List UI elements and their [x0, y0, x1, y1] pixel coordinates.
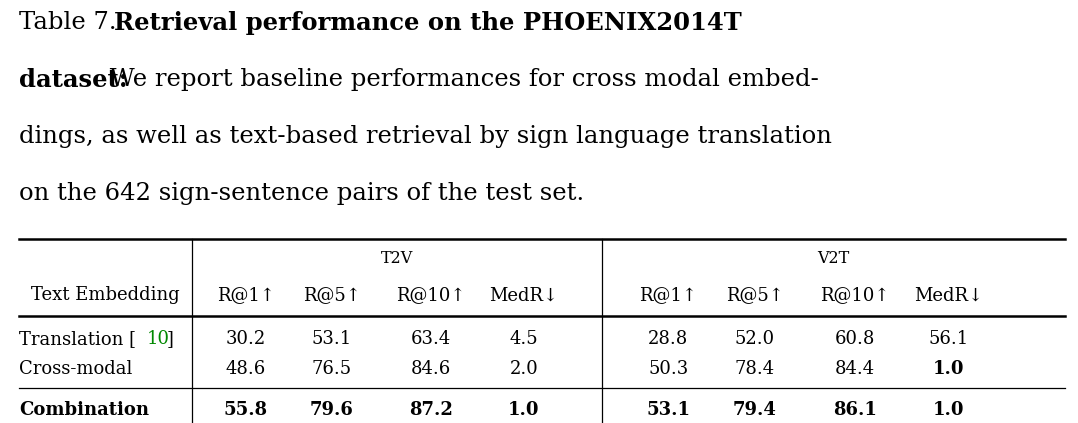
Text: Combination: Combination [19, 401, 150, 419]
Text: R@5↑: R@5↑ [725, 286, 784, 304]
Text: 1.0: 1.0 [932, 360, 965, 378]
Text: 50.3: 50.3 [648, 360, 689, 378]
Text: Table 7.: Table 7. [19, 11, 116, 33]
Text: 87.2: 87.2 [410, 401, 453, 419]
Text: MedR↓: MedR↓ [914, 286, 983, 304]
Text: 28.8: 28.8 [648, 330, 689, 348]
Text: MedR↓: MedR↓ [489, 286, 558, 304]
Text: R@1↑: R@1↑ [217, 286, 275, 304]
Text: dataset:: dataset: [19, 68, 128, 92]
Text: Text Embedding: Text Embedding [31, 286, 180, 304]
Text: 55.8: 55.8 [224, 401, 267, 419]
Text: 30.2: 30.2 [225, 330, 266, 348]
Text: 56.1: 56.1 [928, 330, 969, 348]
Text: dings, as well as text-based retrieval by sign language translation: dings, as well as text-based retrieval b… [19, 125, 832, 148]
Text: 79.4: 79.4 [733, 401, 776, 419]
Text: 52.0: 52.0 [734, 330, 775, 348]
Text: 78.4: 78.4 [734, 360, 775, 378]
Text: T2V: T2V [381, 250, 413, 267]
Text: R@1↑: R@1↑ [639, 286, 697, 304]
Text: Cross-modal: Cross-modal [19, 360, 133, 378]
Text: 79.6: 79.6 [310, 401, 354, 419]
Text: Translation [: Translation [ [19, 330, 137, 348]
Text: 4.5: 4.5 [510, 330, 538, 348]
Text: 53.1: 53.1 [312, 330, 353, 348]
Text: on the 642 sign-sentence pairs of the test set.: on the 642 sign-sentence pairs of the te… [19, 182, 584, 205]
Text: 1.0: 1.0 [508, 401, 540, 419]
Text: 86.1: 86.1 [833, 401, 876, 419]
Text: 53.1: 53.1 [647, 401, 690, 419]
Text: R@5↑: R@5↑ [303, 286, 361, 304]
Text: R@10↑: R@10↑ [820, 286, 889, 304]
Text: 10: 10 [147, 330, 169, 348]
Text: ]: ] [167, 330, 174, 348]
Text: 1.0: 1.0 [932, 401, 965, 419]
Text: Retrieval performance on the PHOENIX2014T: Retrieval performance on the PHOENIX2014… [97, 11, 742, 35]
Text: 84.6: 84.6 [411, 360, 452, 378]
Text: V2T: V2T [817, 250, 849, 267]
Text: 84.4: 84.4 [834, 360, 875, 378]
Text: 60.8: 60.8 [834, 330, 875, 348]
Text: 48.6: 48.6 [225, 360, 266, 378]
Text: 63.4: 63.4 [411, 330, 452, 348]
Text: 76.5: 76.5 [312, 360, 353, 378]
Text: We report baseline performances for cross modal embed-: We report baseline performances for cros… [102, 68, 819, 91]
Text: 2.0: 2.0 [510, 360, 538, 378]
Text: R@10↑: R@10↑ [397, 286, 466, 304]
